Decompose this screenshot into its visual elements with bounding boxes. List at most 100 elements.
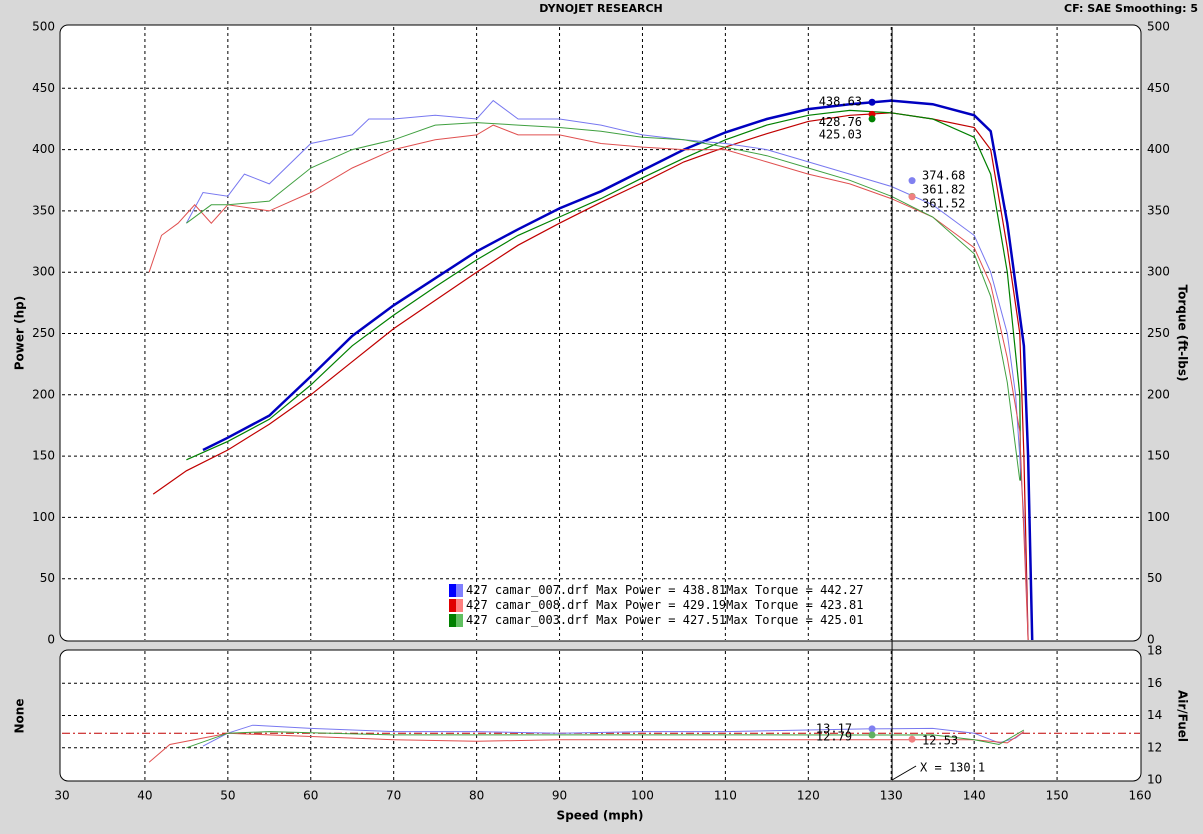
series-line (202, 724, 1025, 747)
x-tick-label: 140 (963, 789, 986, 803)
y2-tick-label: 18 (1147, 644, 1162, 658)
legend-swatch (456, 584, 463, 597)
legend-entry: 427 camar_007.drf Max Power = 438.81Max … (466, 583, 863, 597)
series-line (186, 729, 1025, 749)
y2-tick-label: 300 (1147, 265, 1170, 279)
legend-torque-label: Max Torque = (726, 598, 813, 612)
readout-dot (908, 193, 916, 201)
readout-dot (908, 735, 916, 743)
legend-swatch (449, 599, 456, 612)
x-tick-label: 60 (303, 789, 318, 803)
x-axis-label: Speed (mph) (557, 809, 644, 823)
cursor-pointer (891, 765, 917, 781)
cursor-label: X = 130.1 (920, 761, 985, 775)
readout-label: 425.03 (819, 127, 862, 141)
series-line (152, 112, 1029, 641)
y2-tick-label: 500 (1147, 20, 1170, 34)
x-tick-label: 100 (631, 789, 654, 803)
readout-dot (868, 725, 876, 733)
legend-swatch (449, 584, 456, 597)
bottom-panel (59, 649, 1142, 782)
readout-label: 361.82 (922, 183, 965, 197)
legend-max-torque: 423.81 (820, 598, 863, 612)
readout-label: 13.17 (816, 721, 852, 735)
series-line (148, 124, 1029, 641)
x-tick-label: 30 (54, 789, 69, 803)
legend-entry: 427 camar_008.drf Max Power = 429.19Max … (466, 598, 863, 612)
y-tick-label: 400 (32, 142, 55, 156)
y-tick-label: 350 (32, 203, 55, 217)
x-tick-label: 40 (137, 789, 152, 803)
readout-dot (868, 98, 876, 106)
y2-tick-label: 50 (1147, 571, 1162, 585)
x-tick-label: 90 (552, 789, 567, 803)
x-tick-label: 160 (1129, 789, 1152, 803)
y-tick-label: 150 (32, 449, 55, 463)
y2-tick-label: 14 (1147, 708, 1162, 722)
readout-dot (868, 731, 876, 739)
readout-label: 374.68 (922, 169, 965, 183)
y2-tick-label: 250 (1147, 326, 1170, 340)
y-tick-label: 100 (32, 510, 55, 524)
legend-file: 427 camar_003.drf (466, 613, 589, 627)
series-line (148, 731, 1025, 763)
readout-label: 361.52 (922, 197, 965, 211)
y2-tick-label: 16 (1147, 676, 1162, 690)
legend-torque-label: Max Torque = (726, 583, 813, 597)
legend-swatch (449, 614, 456, 627)
legend-entry: 427 camar_003.drf Max Power = 427.51Max … (466, 613, 863, 627)
y-tick-label: 500 (32, 20, 55, 34)
y2-tick-label: 450 (1147, 81, 1170, 95)
x-tick-label: 50 (220, 789, 235, 803)
y2-axis-label: Torque (ft-lbs) (1176, 285, 1190, 382)
readout-dot (868, 115, 876, 123)
header-settings: CF: SAE Smoothing: 5 (1064, 2, 1198, 15)
y2-tick-label: 10 (1147, 773, 1162, 787)
y-tick-label: 0 (47, 633, 55, 647)
y-tick-label: 300 (32, 265, 55, 279)
y2-tick-label: 0 (1147, 633, 1155, 647)
legend-power-label: Max Power = (596, 613, 675, 627)
series-line (185, 99, 1029, 641)
y-tick-label: 250 (32, 326, 55, 340)
top-panel (59, 24, 1142, 642)
legend-max-torque: 442.27 (820, 583, 863, 597)
afr-axis-label: Air/Fuel (1176, 690, 1190, 742)
y2-tick-label: 200 (1147, 387, 1170, 401)
series-line (186, 122, 1021, 481)
readout-label: 428.76 (819, 115, 862, 129)
y2-tick-label: 150 (1147, 449, 1170, 463)
x-tick-label: 130 (880, 789, 903, 803)
y-tick-label: 50 (40, 571, 55, 585)
legend-power-label: Max Power = (596, 598, 675, 612)
legend-max-torque: 425.01 (820, 613, 863, 627)
legend-torque-label: Max Torque = (726, 613, 813, 627)
legend-max-power: 438.81 (683, 583, 726, 597)
header-title: DYNOJET RESEARCH (539, 2, 662, 15)
legend-max-power: 429.19 (683, 598, 726, 612)
series-line (186, 109, 1022, 481)
legend-swatch (456, 599, 463, 612)
y-tick-label: 450 (32, 81, 55, 95)
x-tick-label: 70 (386, 789, 401, 803)
legend-power-label: Max Power = (596, 583, 675, 597)
x-tick-label: 150 (1046, 789, 1069, 803)
readout-label: 12.79 (816, 730, 852, 744)
y2-tick-label: 12 (1147, 740, 1162, 754)
x-tick-label: 110 (714, 789, 737, 803)
afr-left-label: None (13, 699, 27, 734)
legend-file: 427 camar_007.drf (466, 583, 589, 597)
y-tick-label: 200 (32, 387, 55, 401)
readout-dot (908, 177, 916, 185)
y2-tick-label: 350 (1147, 203, 1170, 217)
x-tick-label: 80 (469, 789, 484, 803)
x-tick-label: 120 (797, 789, 820, 803)
legend-file: 427 camar_008.drf (466, 598, 589, 612)
y-axis-label: Power (hp) (13, 296, 27, 370)
legend-swatch (456, 614, 463, 627)
readout-label: 438.63 (819, 95, 862, 109)
y2-tick-label: 400 (1147, 142, 1170, 156)
y2-tick-label: 100 (1147, 510, 1170, 524)
legend-max-power: 427.51 (683, 613, 726, 627)
